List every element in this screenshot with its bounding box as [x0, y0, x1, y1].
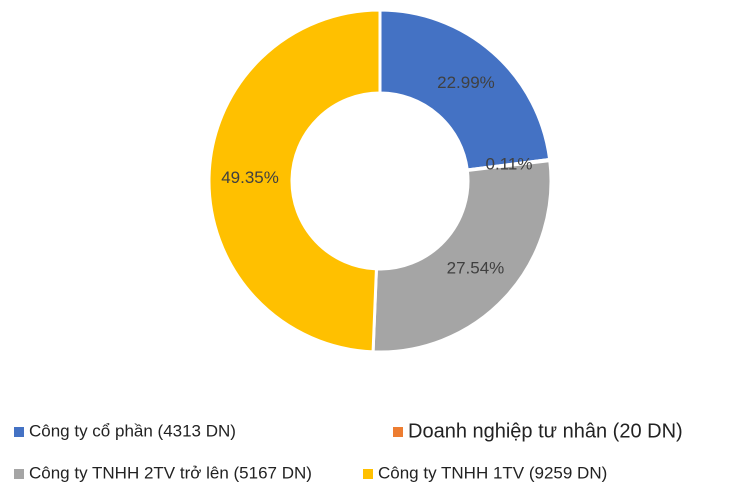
legend-label: Doanh nghiệp tư nhân (20 DN)	[408, 420, 683, 442]
legend-swatch	[14, 427, 24, 437]
donut-slice	[378, 8, 552, 172]
legend-label: Công ty cổ phần (4313 DN)	[29, 421, 236, 440]
legend-swatch	[363, 469, 373, 479]
donut-slice	[207, 8, 382, 354]
donut-slice	[371, 158, 553, 354]
data-label: 0.11%	[486, 155, 533, 174]
data-label: 49.35%	[221, 168, 279, 187]
legend-label: Công ty TNHH 1TV (9259 DN)	[378, 463, 607, 482]
legend-swatch	[14, 469, 24, 479]
legend-label: Công ty TNHH 2TV trở lên (5167 DN)	[29, 463, 312, 482]
data-label: 27.54%	[447, 259, 505, 278]
data-label: 22.99%	[437, 73, 495, 92]
legend-swatch	[393, 427, 403, 437]
